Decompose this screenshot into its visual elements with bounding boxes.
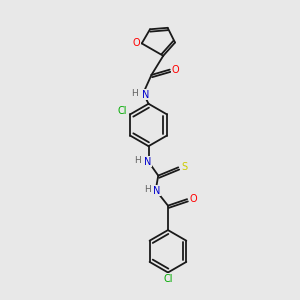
Text: S: S bbox=[181, 162, 187, 172]
Text: O: O bbox=[189, 194, 197, 204]
Text: N: N bbox=[142, 90, 149, 100]
Text: H: H bbox=[144, 185, 151, 194]
Text: N: N bbox=[144, 157, 151, 167]
Text: Cl: Cl bbox=[163, 274, 173, 284]
Text: Cl: Cl bbox=[117, 106, 127, 116]
Text: H: H bbox=[134, 156, 141, 165]
Text: O: O bbox=[133, 38, 140, 48]
Text: H: H bbox=[132, 89, 138, 98]
Text: N: N bbox=[153, 186, 161, 196]
Text: O: O bbox=[172, 64, 179, 75]
